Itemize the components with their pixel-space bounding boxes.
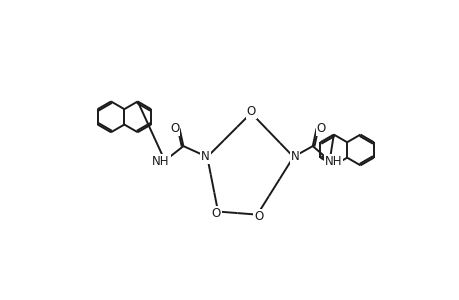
Text: N: N bbox=[290, 150, 299, 164]
Text: O: O bbox=[212, 207, 221, 220]
Text: NH: NH bbox=[152, 155, 169, 168]
Text: O: O bbox=[254, 210, 263, 223]
Text: N: N bbox=[201, 150, 210, 164]
Text: O: O bbox=[316, 122, 325, 135]
Text: O: O bbox=[170, 122, 179, 135]
Text: O: O bbox=[246, 105, 255, 118]
Text: NH: NH bbox=[324, 155, 341, 168]
